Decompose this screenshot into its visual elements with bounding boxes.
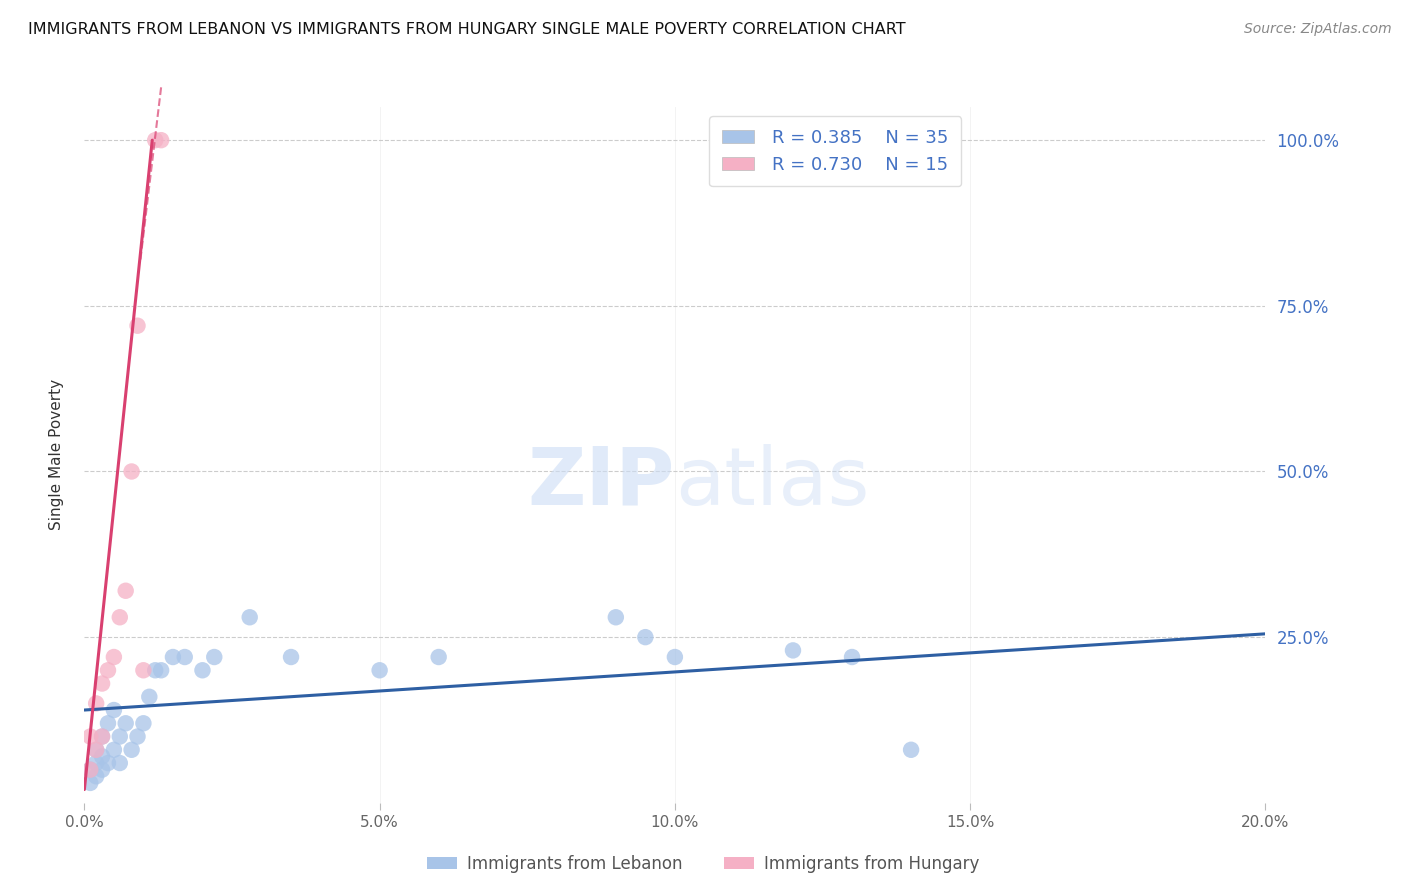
Point xyxy=(91,730,114,744)
Point xyxy=(191,663,214,677)
Point xyxy=(127,730,149,744)
Text: Source: ZipAtlas.com: Source: ZipAtlas.com xyxy=(1244,22,1392,37)
Point xyxy=(150,133,173,147)
Point xyxy=(121,465,143,479)
Point xyxy=(79,776,101,790)
Text: atlas: atlas xyxy=(675,443,869,522)
Point xyxy=(97,756,120,770)
Point xyxy=(79,763,101,777)
Point xyxy=(143,663,166,677)
Point xyxy=(91,676,114,690)
Point xyxy=(132,663,155,677)
Point xyxy=(114,716,136,731)
Point xyxy=(782,643,804,657)
Point xyxy=(368,663,391,677)
Point xyxy=(84,756,107,770)
Point xyxy=(103,703,125,717)
Point xyxy=(84,743,107,757)
Point xyxy=(121,743,143,757)
Point xyxy=(108,756,131,770)
Point xyxy=(280,650,302,665)
Point xyxy=(427,650,450,665)
Point xyxy=(202,650,225,665)
Point xyxy=(97,663,120,677)
Point xyxy=(162,650,184,665)
Point xyxy=(127,318,149,333)
Point xyxy=(103,743,125,757)
Legend: R = 0.385    N = 35, R = 0.730    N = 15: R = 0.385 N = 35, R = 0.730 N = 15 xyxy=(709,116,962,186)
Point xyxy=(84,769,107,783)
Text: IMMIGRANTS FROM LEBANON VS IMMIGRANTS FROM HUNGARY SINGLE MALE POVERTY CORRELATI: IMMIGRANTS FROM LEBANON VS IMMIGRANTS FR… xyxy=(28,22,905,37)
Point xyxy=(79,730,101,744)
Point xyxy=(132,716,155,731)
Point xyxy=(150,663,173,677)
Point xyxy=(114,583,136,598)
Point xyxy=(97,716,120,731)
Point xyxy=(108,610,131,624)
Point xyxy=(143,133,166,147)
Point xyxy=(605,610,627,624)
Point xyxy=(84,743,107,757)
Point xyxy=(79,763,101,777)
Point xyxy=(239,610,262,624)
Point xyxy=(138,690,160,704)
Y-axis label: Single Male Poverty: Single Male Poverty xyxy=(49,379,63,531)
Point xyxy=(84,697,107,711)
Point xyxy=(900,743,922,757)
Point xyxy=(634,630,657,644)
Point xyxy=(173,650,195,665)
Point xyxy=(664,650,686,665)
Point xyxy=(91,730,114,744)
Text: ZIP: ZIP xyxy=(527,443,675,522)
Point xyxy=(841,650,863,665)
Point xyxy=(103,650,125,665)
Legend: Immigrants from Lebanon, Immigrants from Hungary: Immigrants from Lebanon, Immigrants from… xyxy=(420,848,986,880)
Point xyxy=(108,730,131,744)
Point xyxy=(91,763,114,777)
Point xyxy=(91,749,114,764)
